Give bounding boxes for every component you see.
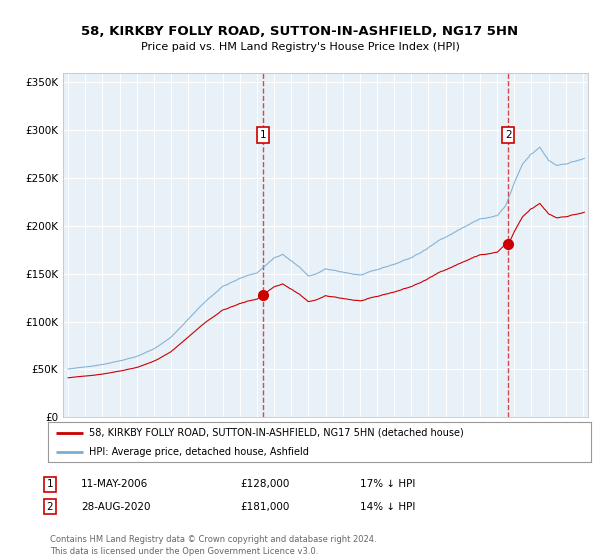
- Text: HPI: Average price, detached house, Ashfield: HPI: Average price, detached house, Ashf…: [89, 447, 308, 457]
- Text: 2: 2: [46, 502, 53, 512]
- Text: 17% ↓ HPI: 17% ↓ HPI: [360, 479, 415, 489]
- Text: 1: 1: [260, 130, 266, 140]
- Text: 2: 2: [505, 130, 512, 140]
- Text: Contains HM Land Registry data © Crown copyright and database right 2024.
This d: Contains HM Land Registry data © Crown c…: [50, 535, 376, 556]
- Text: Price paid vs. HM Land Registry's House Price Index (HPI): Price paid vs. HM Land Registry's House …: [140, 42, 460, 52]
- Text: 11-MAY-2006: 11-MAY-2006: [81, 479, 148, 489]
- Text: 58, KIRKBY FOLLY ROAD, SUTTON-IN-ASHFIELD, NG17 5HN: 58, KIRKBY FOLLY ROAD, SUTTON-IN-ASHFIEL…: [82, 25, 518, 38]
- Text: 28-AUG-2020: 28-AUG-2020: [81, 502, 151, 512]
- Text: 58, KIRKBY FOLLY ROAD, SUTTON-IN-ASHFIELD, NG17 5HN (detached house): 58, KIRKBY FOLLY ROAD, SUTTON-IN-ASHFIEL…: [89, 428, 463, 438]
- Text: 1: 1: [46, 479, 53, 489]
- Text: £181,000: £181,000: [240, 502, 289, 512]
- Text: £128,000: £128,000: [240, 479, 289, 489]
- Text: 14% ↓ HPI: 14% ↓ HPI: [360, 502, 415, 512]
